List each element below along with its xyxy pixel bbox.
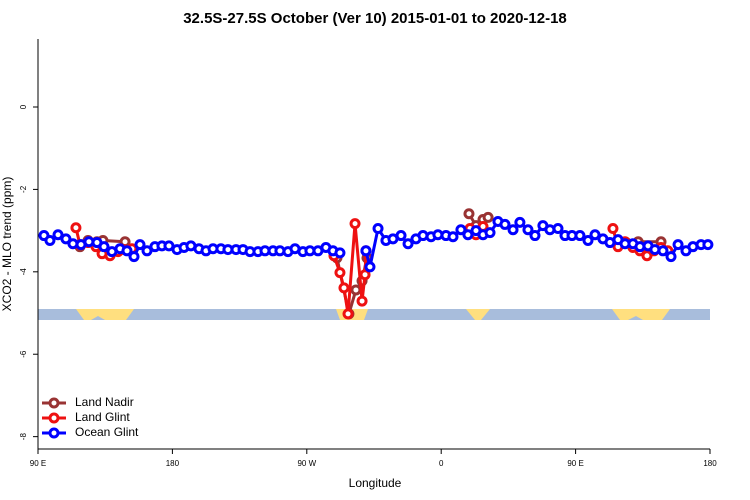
point (141, 245, 153, 257)
point (134, 239, 146, 251)
point (582, 234, 594, 246)
x-tick-label: 90 W (297, 459, 316, 468)
point (499, 218, 511, 230)
point (482, 211, 494, 223)
legend-marker (48, 412, 60, 424)
point (641, 250, 653, 262)
legend-label: Land Glint (75, 410, 130, 424)
point (507, 224, 519, 236)
plot-area (38, 208, 714, 320)
point (484, 227, 496, 239)
point (360, 245, 372, 257)
point (163, 240, 175, 252)
y-tick-label: -6 (19, 350, 28, 358)
point (349, 218, 361, 230)
x-tick-label: 90 E (567, 459, 583, 468)
point (552, 223, 564, 235)
y-axis-label: XCO2 - MLO trend (ppm) (0, 177, 14, 312)
point (121, 245, 133, 257)
point (574, 230, 586, 242)
point (372, 223, 384, 235)
point (514, 216, 526, 228)
point (702, 239, 714, 251)
point (359, 269, 371, 281)
point (70, 222, 82, 234)
legend-marker (48, 397, 60, 409)
point (607, 223, 619, 235)
point (342, 308, 354, 320)
point (364, 261, 376, 273)
x-tick-label: 180 (166, 459, 180, 468)
chart-title: 32.5S-27.5S October (Ver 10) 2015-01-01 … (183, 10, 567, 27)
y-tick-label: -8 (19, 433, 28, 441)
point (350, 284, 362, 296)
point (529, 230, 541, 242)
legend-marker (48, 427, 60, 439)
point (455, 224, 467, 236)
point (334, 247, 346, 259)
point (128, 251, 140, 263)
point (447, 231, 459, 243)
point (44, 234, 56, 246)
point (672, 239, 684, 251)
point (60, 233, 72, 245)
point (402, 238, 414, 250)
x-axis-label: Longitude (349, 476, 402, 490)
point (338, 282, 350, 294)
x-tick-label: 90 E (30, 459, 46, 468)
point (657, 245, 669, 257)
x-tick-label: 180 (703, 459, 717, 468)
y-tick-label: 0 (19, 104, 28, 109)
point (462, 229, 474, 241)
point (395, 230, 407, 242)
point (589, 229, 601, 241)
x-tick-label: 0 (439, 459, 444, 468)
legend-label: Ocean Glint (75, 425, 139, 439)
y-tick-label: -2 (19, 185, 28, 193)
point (334, 267, 346, 279)
point (463, 208, 475, 220)
point (356, 295, 368, 307)
legend-label: Land Nadir (75, 395, 134, 409)
y-tick-label: -4 (19, 268, 28, 276)
point (98, 241, 110, 253)
point (665, 251, 677, 263)
point (52, 229, 64, 241)
point (522, 224, 534, 236)
land-mask-strip (38, 309, 710, 320)
